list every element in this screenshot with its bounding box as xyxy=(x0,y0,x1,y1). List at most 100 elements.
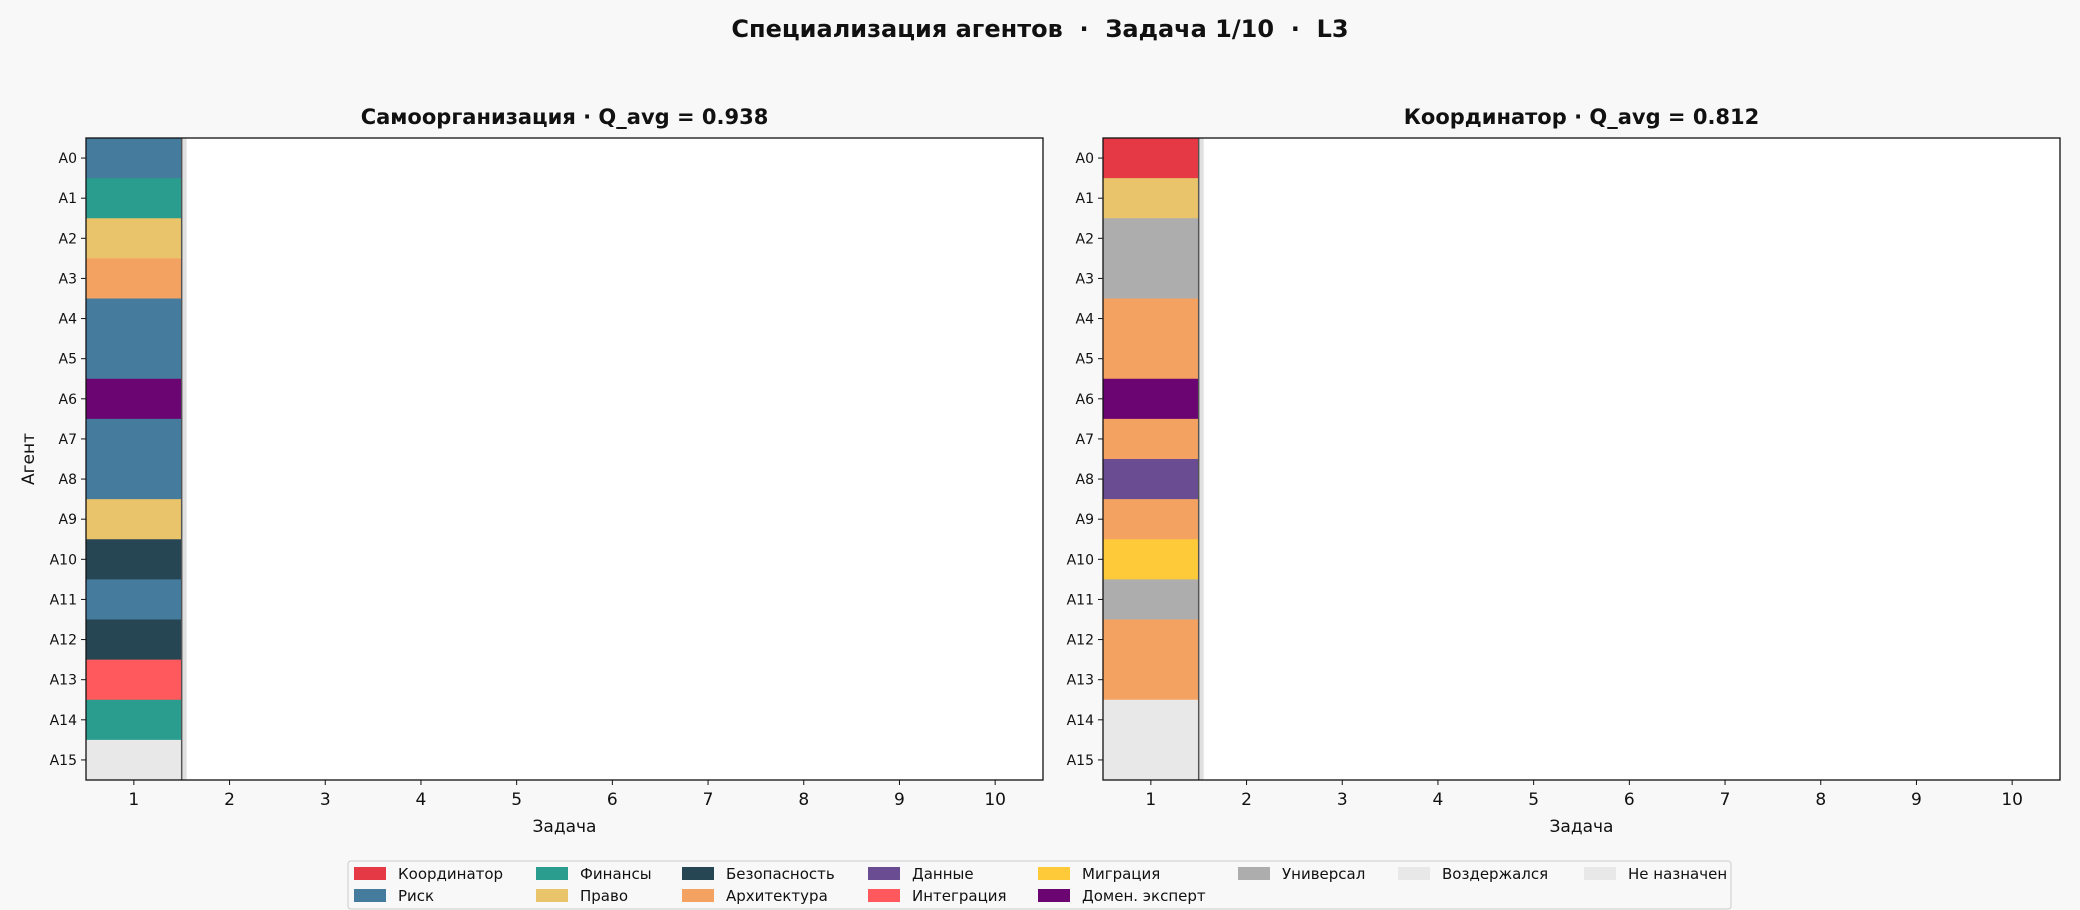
plot-area xyxy=(1103,138,2060,780)
heatmap-cell xyxy=(1103,378,1200,420)
x-tick-label: 3 xyxy=(1337,790,1348,810)
legend-swatch xyxy=(868,889,900,902)
heatmap-cell xyxy=(86,579,183,620)
y-tick-label: A13 xyxy=(50,673,77,689)
y-tick-label: A13 xyxy=(1067,673,1094,689)
x-tick-label: 8 xyxy=(798,790,809,810)
heatmap-cell xyxy=(1103,218,1200,259)
heatmap-cell xyxy=(1103,499,1200,540)
current-task-shadow xyxy=(1199,138,1204,780)
heatmap-cell xyxy=(1103,298,1200,340)
legend-label: Право xyxy=(580,887,628,905)
legend-label: Миграция xyxy=(1082,865,1160,883)
legend-swatch xyxy=(1038,867,1070,880)
heatmap-cell xyxy=(1103,579,1200,620)
x-tick-label: 1 xyxy=(1145,790,1156,810)
y-tick-label: A2 xyxy=(59,231,77,247)
figure-title: Специализация агентов · Задача 1/10 · L3 xyxy=(731,15,1348,43)
y-tick-label: A6 xyxy=(59,392,78,408)
legend-label: Безопасность xyxy=(726,865,835,883)
y-tick-label: A8 xyxy=(1076,472,1094,488)
heatmap-cell xyxy=(86,258,183,299)
heatmap-cell xyxy=(86,499,183,540)
heatmap-cell xyxy=(86,138,183,179)
x-tick-label: 7 xyxy=(703,790,714,810)
legend-label: Архитектура xyxy=(726,887,828,905)
y-tick-label: A15 xyxy=(50,753,77,769)
y-tick-label: A14 xyxy=(50,713,77,729)
x-axis-label: Задача xyxy=(1550,817,1614,837)
legend-label: Воздержался xyxy=(1442,865,1548,883)
heatmap-cell xyxy=(86,178,183,219)
axes-frame xyxy=(85,137,1044,781)
y-tick-label: A7 xyxy=(59,432,77,448)
y-tick-label: A4 xyxy=(1076,312,1095,328)
heatmap-cell xyxy=(86,338,183,380)
axes-frame xyxy=(1102,137,2061,781)
legend-swatch xyxy=(354,889,386,902)
heatmap-cell xyxy=(1103,459,1200,500)
legend-swatch xyxy=(536,889,568,902)
heatmap-cell xyxy=(1103,619,1200,661)
x-tick-label: 6 xyxy=(607,790,618,810)
y-tick-label: A5 xyxy=(1076,352,1094,368)
x-tick-label: 2 xyxy=(1241,790,1252,810)
x-tick-label: 10 xyxy=(984,790,1006,810)
x-tick-label: 5 xyxy=(1528,790,1539,810)
heatmap-cell xyxy=(86,539,183,580)
x-tick-label: 3 xyxy=(320,790,331,810)
legend-swatch xyxy=(682,889,714,902)
y-tick-label: A0 xyxy=(1076,151,1094,167)
legend-swatch xyxy=(682,867,714,880)
y-tick-label: A2 xyxy=(1076,231,1094,247)
legend-label: Домен. эксперт xyxy=(1082,887,1206,905)
heatmap-cell xyxy=(86,418,183,460)
y-tick-label: A5 xyxy=(59,352,77,368)
legend-swatch xyxy=(1398,867,1430,880)
heatmap-cell xyxy=(86,699,183,741)
current-task-shadow xyxy=(182,138,187,780)
heatmap-cell xyxy=(1103,338,1200,380)
x-tick-label: 6 xyxy=(1624,790,1635,810)
heatmap-cell xyxy=(1103,539,1200,580)
y-tick-label: A11 xyxy=(1067,592,1094,608)
legend-swatch xyxy=(1584,867,1616,880)
x-tick-label: 2 xyxy=(224,790,235,810)
x-tick-label: 8 xyxy=(1815,790,1826,810)
panel-title: Координатор · Q_avg = 0.812 xyxy=(1404,105,1760,129)
legend: Координатор Риск Финансы Право Безопасность А… xyxy=(347,860,1732,910)
y-tick-label: A12 xyxy=(1067,633,1094,649)
heatmap-cell xyxy=(1103,739,1200,781)
y-tick-label: A14 xyxy=(1067,713,1094,729)
legend-swatch xyxy=(1038,889,1070,902)
heatmap-cell xyxy=(1103,138,1200,179)
heatmap-cell xyxy=(1103,659,1200,701)
x-tick-label: 7 xyxy=(1720,790,1731,810)
legend-label: Не назначен xyxy=(1628,865,1727,883)
x-tick-label: 9 xyxy=(1911,790,1922,810)
legend-swatch xyxy=(536,867,568,880)
y-axis-label: Агент xyxy=(19,433,39,485)
heatmap-cell xyxy=(1103,258,1200,299)
x-tick-label: 4 xyxy=(416,790,427,810)
y-tick-label: A6 xyxy=(1076,392,1095,408)
y-tick-label: A9 xyxy=(1076,512,1094,528)
y-tick-label: A10 xyxy=(1067,552,1094,568)
x-tick-label: 5 xyxy=(511,790,522,810)
x-tick-label: 4 xyxy=(1433,790,1444,810)
heatmap-cell xyxy=(86,739,183,781)
panel-coordinator: Координатор · Q_avg = 0.812 A0 A1 A2 A3 A4 A5 A… xyxy=(1067,105,2061,837)
y-tick-label: A0 xyxy=(59,151,77,167)
legend-label: Интеграция xyxy=(912,887,1007,905)
heatmap-cell xyxy=(1103,418,1200,460)
heatmap-cell xyxy=(86,298,183,340)
y-tick-label: A3 xyxy=(59,271,77,287)
legend-label: Координатор xyxy=(398,865,503,883)
y-tick-label: A12 xyxy=(50,633,77,649)
legend-swatch xyxy=(868,867,900,880)
legend-label: Риск xyxy=(398,887,434,905)
y-tick-label: A10 xyxy=(50,552,77,568)
y-tick-label: A1 xyxy=(59,191,77,207)
heatmap-cell xyxy=(86,378,183,420)
